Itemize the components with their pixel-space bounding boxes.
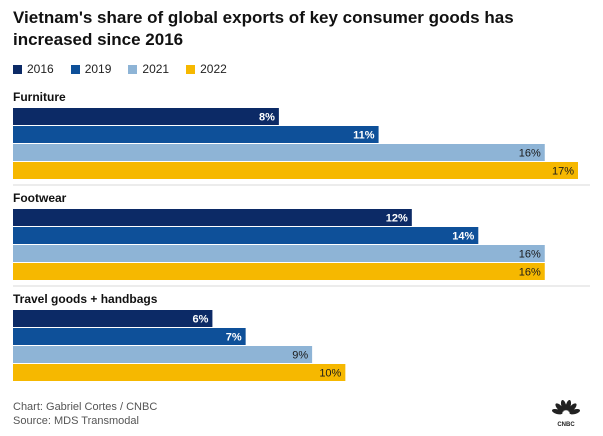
- chart-credit: Chart: Gabriel Cortes / CNBC: [13, 401, 158, 413]
- legend-swatch-2016: [13, 64, 22, 74]
- bar-label-furniture-2022: 17%: [552, 166, 574, 178]
- bar-furniture-2022: [13, 162, 578, 179]
- legend-label-2022: 2022: [200, 62, 227, 76]
- category-label-furniture: Furniture: [13, 90, 66, 104]
- legend-swatch-2022: [186, 64, 196, 74]
- legend-item-2022: 2022: [186, 62, 227, 76]
- legend: 2016 2019 2021 2022: [13, 61, 244, 77]
- legend-swatch-2019: [70, 64, 80, 74]
- legend-label-2016: 2016: [27, 62, 54, 76]
- bar-travel-goods-handbags-2019: [13, 328, 246, 345]
- legend-item-2019: 2019: [70, 62, 112, 76]
- legend-item-2021: 2021: [128, 62, 169, 76]
- bar-label-travel-goods-handbags-2021: 9%: [292, 350, 308, 362]
- chart-source: Source: MDS Transmodal: [13, 415, 139, 427]
- bar-label-footwear-2022: 16%: [519, 267, 541, 279]
- chart-title: Vietnam's share of global exports of key…: [13, 8, 514, 49]
- legend-label-2019: 2019: [84, 62, 112, 76]
- bar-furniture-2016: [13, 108, 279, 125]
- cnbc-logo-text: CNBC: [557, 422, 575, 428]
- bar-label-footwear-2021: 16%: [519, 249, 541, 261]
- bar-label-travel-goods-handbags-2019: 7%: [226, 332, 242, 344]
- bar-label-travel-goods-handbags-2022: 10%: [319, 368, 341, 380]
- bar-furniture-2021: [13, 144, 545, 161]
- chart-sources: Chart: Gabriel Cortes / CNBC Source: MDS…: [13, 400, 157, 428]
- cnbc-logo: CNBC: [551, 399, 581, 428]
- bar-label-furniture-2019: 11%: [353, 130, 375, 142]
- category-label-footwear: Footwear: [13, 191, 67, 205]
- bar-footwear-2022: [13, 263, 545, 280]
- bar-label-furniture-2016: 8%: [259, 112, 275, 124]
- bar-label-travel-goods-handbags-2016: 6%: [193, 314, 209, 326]
- legend-swatch-2021: [128, 64, 138, 74]
- bar-furniture-2019: [13, 126, 379, 143]
- bar-label-furniture-2021: 16%: [519, 148, 541, 160]
- bar-label-footwear-2016: 12%: [386, 213, 408, 225]
- bar-footwear-2019: [13, 227, 479, 244]
- bar-travel-goods-handbags-2021: [13, 346, 313, 363]
- bar-footwear-2016: [13, 209, 412, 226]
- category-label-travel-goods-handbags: Travel goods + handbags: [13, 292, 158, 306]
- bar-travel-goods-handbags-2016: [13, 310, 213, 327]
- bar-label-footwear-2019: 14%: [452, 231, 474, 243]
- legend-item-2016: 2016: [13, 62, 54, 76]
- bar-footwear-2021: [13, 245, 545, 262]
- legend-label-2021: 2021: [142, 62, 170, 76]
- bar-travel-goods-handbags-2022: [13, 364, 346, 381]
